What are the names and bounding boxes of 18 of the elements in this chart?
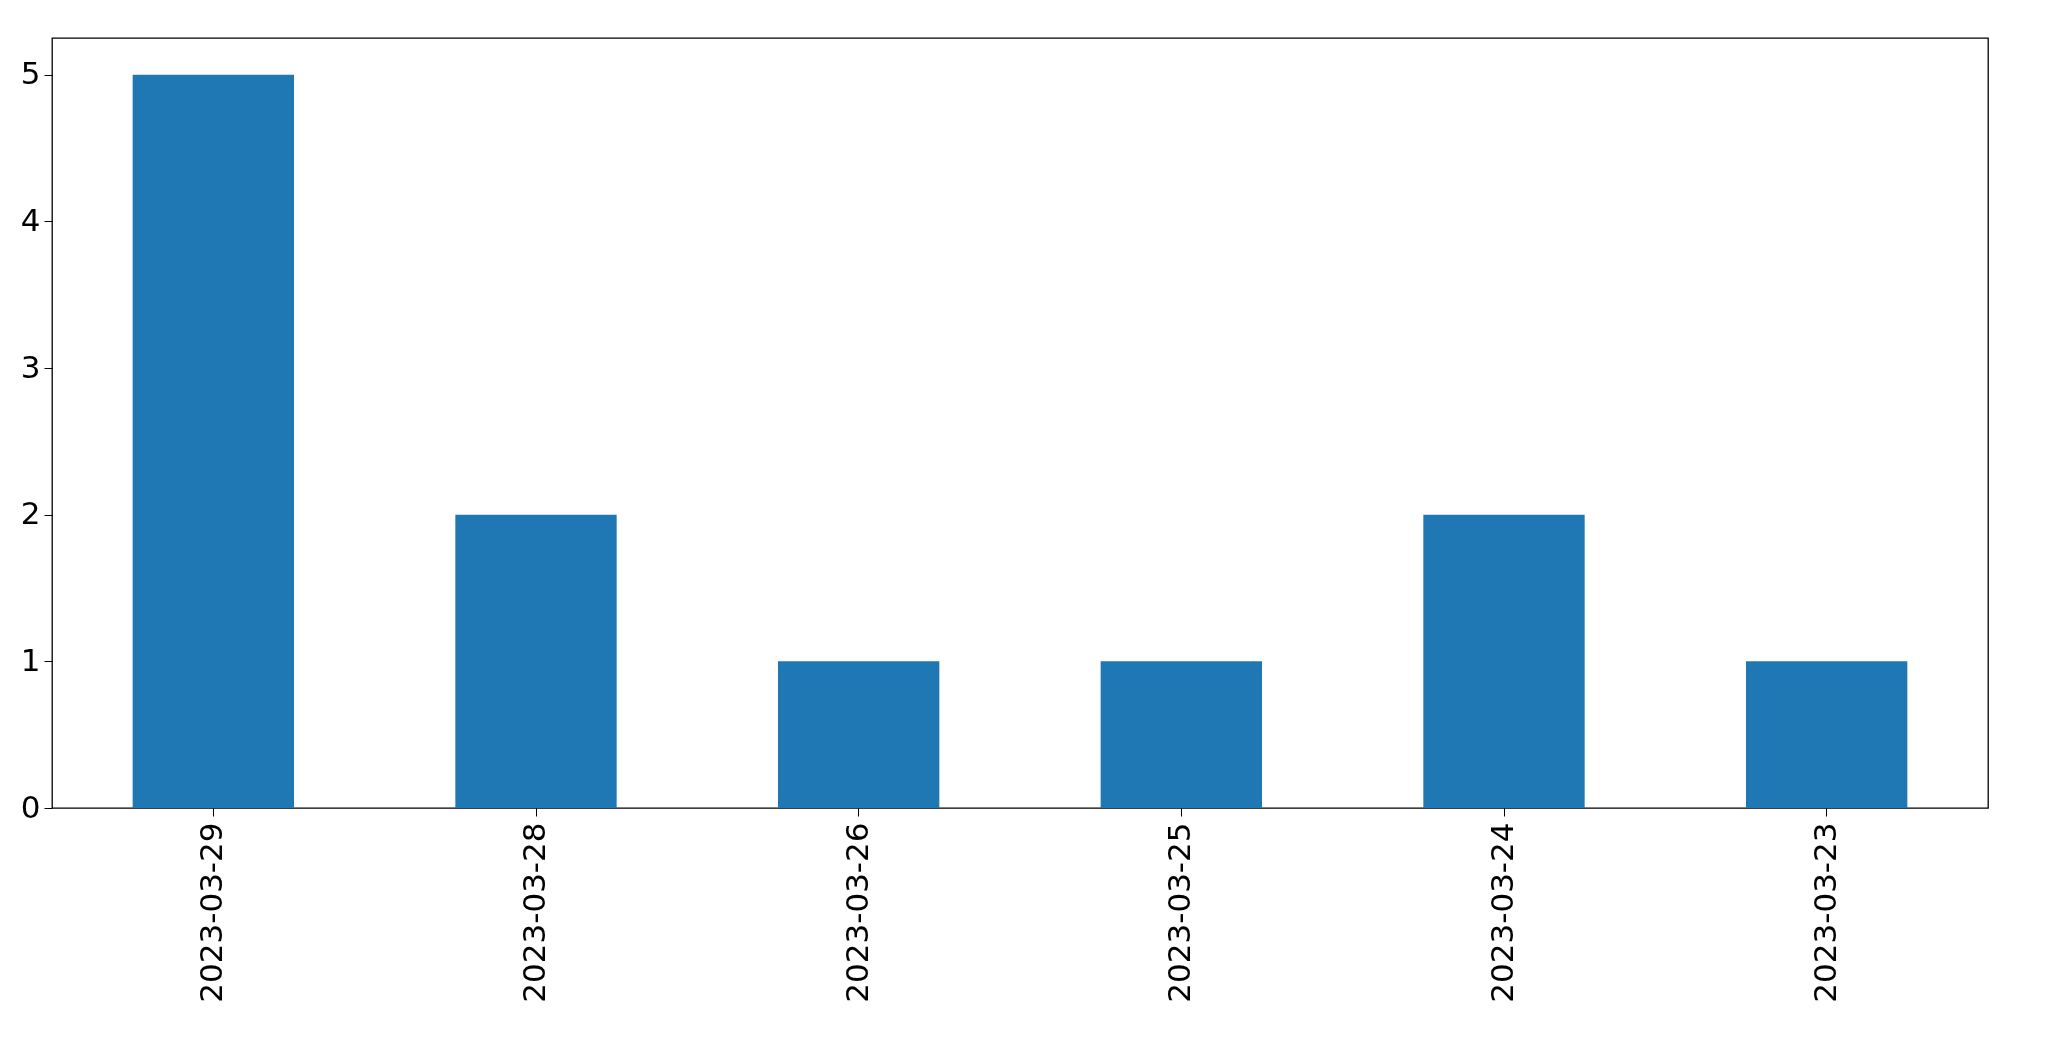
bar [1100,661,1262,808]
y-tick-label: 5 [20,55,41,92]
bar [778,661,940,808]
bar [1423,514,1585,808]
y-tick-label: 2 [20,495,41,532]
bar [132,74,294,808]
x-tick-label: 2023-03-23 [1806,822,1843,1003]
x-tick-label: 2023-03-24 [1484,822,1520,1003]
y-tick-label: 1 [20,641,41,678]
x-tick-label: 2023-03-28 [516,822,552,1003]
y-tick-label: 0 [20,788,41,825]
x-tick-label: 2023-03-29 [193,822,230,1003]
x-tick-label: 2023-03-25 [1161,822,1198,1003]
x-tick-label: 2023-03-26 [838,822,875,1003]
y-tick-label: 3 [20,348,41,385]
bar [1746,661,1908,808]
bar [455,514,617,808]
y-tick-label: 4 [20,201,41,238]
